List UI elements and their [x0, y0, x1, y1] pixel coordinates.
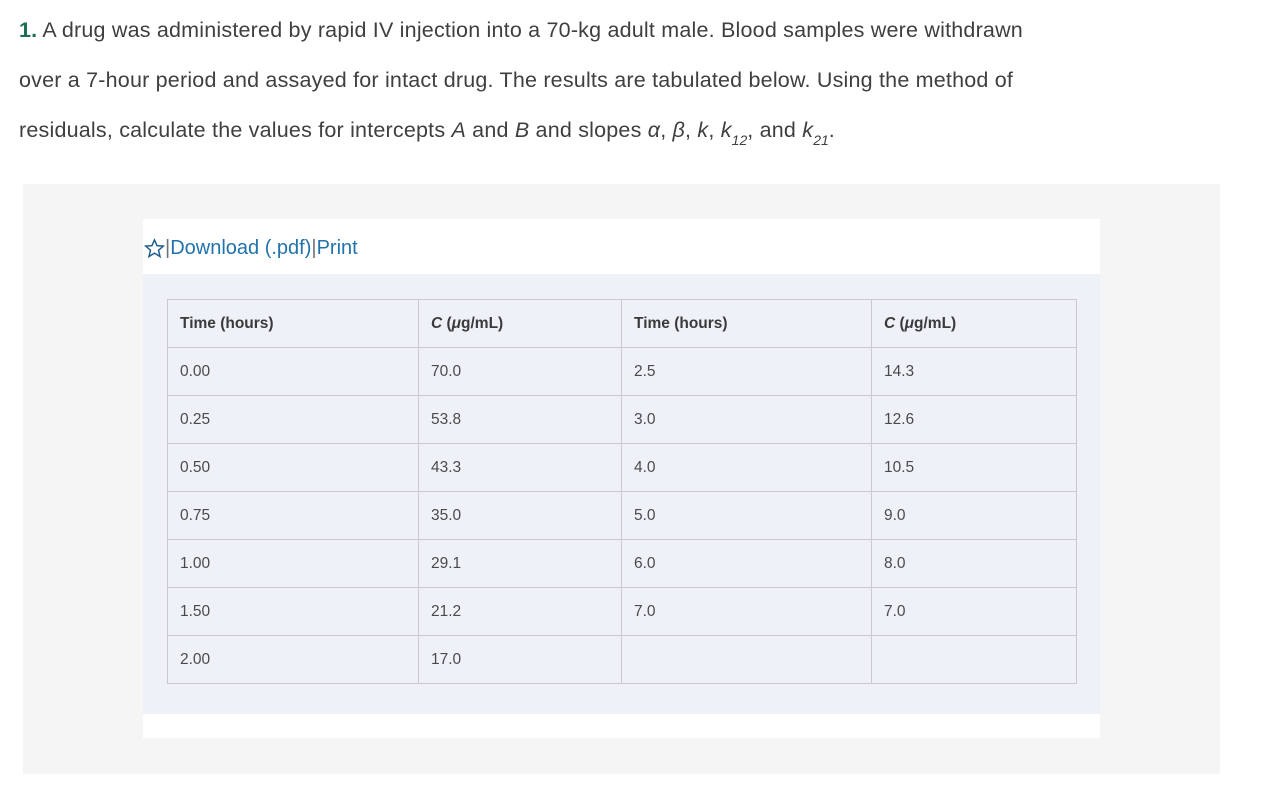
table-row: 0.25 53.8 3.0 12.6	[167, 395, 1077, 445]
question-line-2: over a 7-hour period and assayed for int…	[19, 68, 1014, 92]
cell-concentration: 35.0	[418, 491, 622, 541]
variable-k21: k21	[802, 118, 829, 149]
cell-concentration: 14.3	[871, 347, 1077, 397]
content-panel: | Download (.pdf) | Print Time (hours) C…	[23, 184, 1220, 775]
question-line-1: 1. A drug was administered by rapid IV i…	[19, 18, 1023, 42]
concentration-data-table: Time (hours) C (μg/mL) Time (hours) C (μ…	[167, 299, 1077, 685]
variable-k12: k12	[720, 118, 748, 149]
cell-concentration: 12.6	[871, 395, 1077, 445]
question-text: 1. A drug was administered by rapid IV i…	[0, 0, 1261, 162]
header-time-1: Time (hours)	[167, 299, 419, 349]
cell-time: 2.00	[167, 635, 419, 685]
cell-time: 0.50	[167, 443, 419, 493]
cell-concentration: 8.0	[871, 539, 1077, 589]
cell-time: 0.75	[167, 491, 419, 541]
table-header-row: Time (hours) C (μg/mL) Time (hours) C (μ…	[167, 299, 1077, 349]
header-concentration-1: C (μg/mL)	[418, 299, 622, 349]
cell-concentration: 9.0	[871, 491, 1077, 541]
cell-time: 2.5	[621, 347, 872, 397]
cell-time	[621, 635, 872, 685]
download-pdf-link[interactable]: Download (.pdf)	[170, 237, 312, 260]
print-link[interactable]: Print	[316, 237, 358, 260]
cell-time: 5.0	[621, 491, 872, 541]
cell-time: 0.00	[167, 347, 419, 397]
cell-time: 1.50	[167, 587, 419, 637]
cell-concentration	[871, 635, 1077, 685]
table-panel: Time (hours) C (μg/mL) Time (hours) C (μ…	[143, 274, 1100, 715]
star-outline-icon[interactable]	[144, 238, 165, 259]
cell-time: 3.0	[621, 395, 872, 445]
table-row: 1.50 21.2 7.0 7.0	[167, 587, 1077, 637]
cell-concentration: 21.2	[418, 587, 622, 637]
table-row: 0.50 43.3 4.0 10.5	[167, 443, 1077, 493]
variable-k: k	[697, 118, 709, 142]
header-time-2: Time (hours)	[621, 299, 872, 349]
toolbar-separator: |	[165, 237, 171, 260]
question-number: 1.	[19, 18, 38, 42]
question-card: | Download (.pdf) | Print Time (hours) C…	[143, 219, 1100, 739]
variable-alpha: α	[647, 118, 661, 142]
table-row: 2.00 17.0	[167, 635, 1077, 685]
cell-concentration: 29.1	[418, 539, 622, 589]
cell-concentration: 70.0	[418, 347, 622, 397]
variable-beta: β	[672, 118, 686, 142]
cell-concentration: 53.8	[418, 395, 622, 445]
table-row: 0.00 70.0 2.5 14.3	[167, 347, 1077, 397]
cell-time: 4.0	[621, 443, 872, 493]
toolbar-separator: |	[311, 237, 317, 260]
cell-concentration: 17.0	[418, 635, 622, 685]
toolbar: | Download (.pdf) | Print	[143, 219, 1100, 274]
cell-time: 1.00	[167, 539, 419, 589]
table-row: 0.75 35.0 5.0 9.0	[167, 491, 1077, 541]
header-concentration-2: C (μg/mL)	[871, 299, 1077, 349]
cell-concentration: 7.0	[871, 587, 1077, 637]
cell-time: 0.25	[167, 395, 419, 445]
cell-time: 6.0	[621, 539, 872, 589]
cell-time: 7.0	[621, 587, 872, 637]
cell-concentration: 10.5	[871, 443, 1077, 493]
table-row: 1.00 29.1 6.0 8.0	[167, 539, 1077, 589]
variable-B: B	[514, 118, 530, 142]
cell-concentration: 43.3	[418, 443, 622, 493]
variable-A: A	[451, 118, 466, 142]
question-line-3: residuals, calculate the values for inte…	[19, 118, 835, 149]
